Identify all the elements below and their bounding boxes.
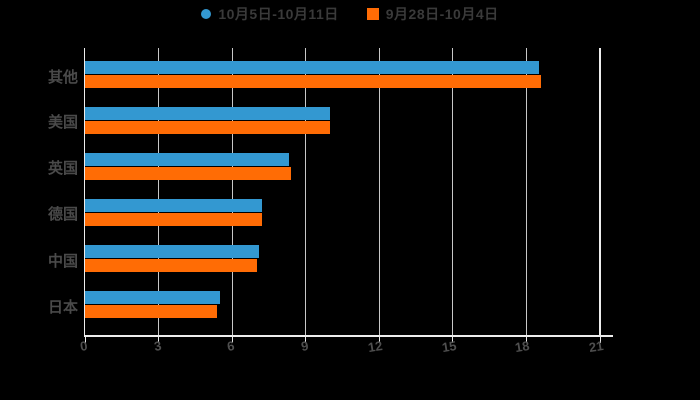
gridline (599, 48, 601, 335)
bar-current-week[interactable] (85, 198, 262, 212)
tick-mark (378, 336, 380, 343)
legend-circle-marker-icon (201, 9, 212, 19)
x-tick-label: 3 (152, 338, 162, 354)
tick-mark (231, 336, 233, 343)
category-label: 中国 (47, 252, 78, 270)
x-tick-label: 6 (226, 338, 236, 354)
bar-previous-week[interactable] (85, 166, 291, 180)
x-tick-label: 9 (299, 338, 310, 354)
tick-mark (305, 336, 307, 343)
category-label: 英国 (47, 160, 78, 177)
bar-current-week[interactable] (85, 106, 331, 120)
x-tick-label: 18 (514, 338, 531, 356)
gridline (452, 48, 454, 335)
gridline (231, 48, 233, 335)
gridline (158, 48, 160, 335)
gridline (525, 48, 527, 335)
tick-mark (525, 336, 527, 343)
bar-previous-week[interactable] (85, 212, 262, 226)
x-tick-label: 21 (587, 338, 605, 356)
tick-mark (452, 336, 454, 343)
bar-previous-week[interactable] (85, 75, 542, 88)
bar-current-week[interactable] (85, 291, 220, 304)
x-axis-line (83, 334, 613, 337)
y-axis-line (83, 48, 85, 335)
legend-item-week-previous[interactable]: 9月28日-10月4日 (366, 4, 499, 24)
gridline (378, 48, 380, 335)
category-label: 日本 (47, 298, 78, 316)
bar-current-week[interactable] (85, 245, 260, 258)
chart-legend: 10月5日-10月11日 9月28日-10月4日 (0, 4, 700, 24)
x-tick-label: 12 (367, 338, 384, 356)
legend-square-marker-icon (366, 8, 379, 20)
bar-previous-week[interactable] (85, 259, 257, 272)
tick-mark (84, 336, 86, 343)
bar-previous-week[interactable] (85, 120, 331, 134)
bar-previous-week[interactable] (85, 305, 218, 318)
legend-item-week-current[interactable]: 10月5日-10月11日 (201, 4, 338, 24)
bar-current-week[interactable] (85, 61, 539, 74)
x-tick-label: 15 (440, 338, 458, 356)
tick-mark (158, 336, 160, 343)
tick-mark (599, 336, 601, 343)
x-tick-label: 0 (78, 338, 89, 354)
gridline (305, 48, 307, 335)
legend-label-week-current: 10月5日-10月11日 (218, 6, 339, 22)
category-label: 其他 (47, 68, 78, 86)
category-label: 美国 (47, 114, 78, 131)
bar-current-week[interactable] (85, 152, 289, 166)
legend-label-week-previous: 9月28日-10月4日 (385, 6, 499, 22)
category-label: 德国 (47, 206, 78, 223)
